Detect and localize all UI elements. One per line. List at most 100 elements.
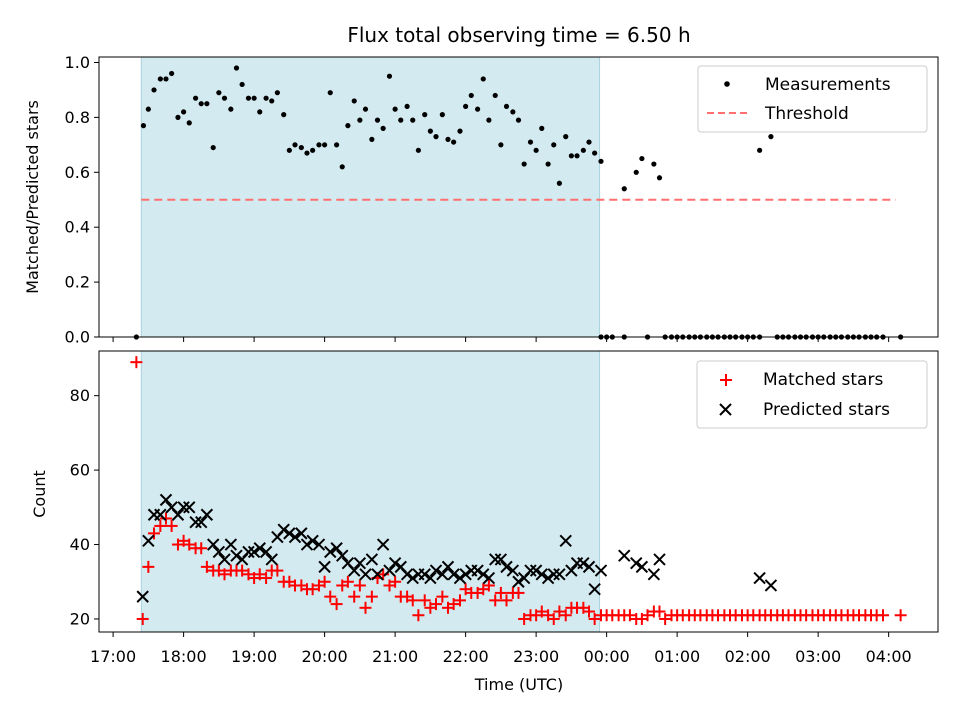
matched-star-point	[453, 594, 466, 607]
bottom-plot-frame	[98, 350, 939, 633]
legend-predicted-label: Predicted stars	[763, 400, 890, 420]
measurement-point	[539, 125, 545, 131]
x-tick-label: 20:00	[302, 647, 348, 666]
measurement-point	[492, 92, 498, 99]
predicted-star-point	[441, 560, 455, 574]
top-observing-window	[140, 56, 601, 338]
measurement-point	[633, 169, 639, 175]
measurement-point	[210, 144, 216, 151]
matched-star-point	[165, 519, 178, 532]
measurement-point	[286, 147, 292, 153]
predicted-star-point	[253, 542, 266, 555]
measurement-point	[169, 70, 175, 77]
measurement-point	[656, 175, 663, 181]
measurement-point	[175, 114, 181, 120]
top-shaded-region	[140, 56, 601, 338]
measurement-point	[574, 153, 580, 159]
legend-predicted-marker	[719, 403, 732, 416]
predicted-star-point	[630, 556, 643, 570]
legend-matched-marker	[720, 374, 732, 386]
measurement-point	[503, 103, 510, 110]
measurement-point	[533, 147, 539, 153]
measurement-point	[274, 90, 280, 96]
predicted-star-point	[383, 564, 396, 577]
measurement-point	[768, 134, 774, 140]
measurement-point	[621, 186, 627, 192]
measurement-point	[475, 106, 481, 112]
measurement-point	[545, 161, 551, 167]
predicted-star-point	[647, 568, 661, 581]
measurement-point	[398, 117, 404, 123]
predicted-star-point	[388, 556, 402, 570]
x-tick-label: 22:00	[443, 647, 489, 666]
predicted-star-point	[154, 508, 167, 521]
predicted-star-point	[582, 560, 596, 574]
measurement-point	[521, 161, 527, 167]
matched-star-point	[547, 612, 560, 625]
measurement-point	[457, 128, 463, 134]
matched-star-point	[253, 568, 266, 581]
top-plot-frame	[98, 56, 939, 338]
predicted-star-point	[577, 556, 590, 570]
measurement-point	[151, 87, 157, 93]
x-tick-label: 04:00	[866, 647, 912, 666]
predicted-star-point	[218, 553, 231, 566]
measurement-point	[580, 147, 586, 153]
measurement-point	[204, 101, 210, 107]
predicted-star-point	[277, 523, 290, 536]
predicted-star-point	[336, 549, 349, 562]
top-x-ticks	[112, 337, 890, 342]
matched-star-point	[236, 564, 249, 577]
x-tick-label: 00:00	[584, 647, 630, 666]
matched-star-point	[659, 612, 672, 625]
matched-star-point	[341, 575, 354, 588]
predicted-star-point	[547, 568, 560, 581]
top-y-tick-label: 1.0	[65, 53, 90, 72]
chart-title: Flux total observing time = 6.50 h	[347, 23, 690, 47]
matched-star-point	[195, 542, 208, 555]
measurement-point	[568, 153, 574, 159]
predicted-star-point	[207, 538, 220, 551]
predicted-star-point	[306, 534, 319, 548]
matched-star-point	[306, 583, 319, 596]
predicted-star-point	[400, 568, 414, 581]
measurement-point	[556, 180, 562, 186]
bottom-x-ticks: 17:00 18:00 19:00 20:00 21:00 22:00 23:00 00:00…	[90, 632, 912, 666]
measurement-point	[257, 109, 263, 115]
predicted-star-point	[753, 571, 766, 585]
matched-star-point	[154, 519, 167, 532]
predicted-star-point	[330, 542, 343, 555]
predicted-star-point	[348, 564, 361, 577]
predicted-star-point	[559, 534, 572, 548]
measurement-point	[322, 142, 328, 148]
x-tick-label: 23:00	[513, 647, 559, 666]
measurement-point	[463, 103, 469, 110]
predicted-star-point	[195, 515, 208, 529]
measurement-point	[357, 117, 363, 123]
top-y-tick-label: 0.2	[65, 273, 90, 292]
bottom-y-tick-label: 60	[70, 461, 90, 480]
measurement-point	[140, 123, 147, 129]
matched-star-point	[623, 609, 636, 622]
predicted-star-point	[418, 568, 431, 581]
matched-star-point	[588, 612, 601, 625]
matched-star-point	[653, 605, 666, 618]
measurement-point	[404, 103, 410, 110]
predicted-star-point	[500, 560, 513, 574]
predicted-star-point	[242, 545, 255, 559]
measurement-point	[486, 117, 492, 123]
matched-star-point	[218, 568, 231, 581]
x-tick-label: 17:00	[90, 647, 136, 666]
legend-matched-label: Matched stars	[763, 370, 883, 390]
matched-star-point	[330, 598, 343, 611]
measurement-point	[239, 81, 245, 88]
measurement-point	[392, 106, 398, 112]
matched-star-point	[553, 605, 566, 618]
measurement-point	[498, 142, 504, 148]
predicted-star-point	[541, 571, 555, 585]
measurement-point	[527, 139, 534, 145]
bottom-legend: Matched stars Predicted stars	[696, 360, 928, 429]
x-tick-label: 02:00	[725, 647, 771, 666]
predicted-star-point	[764, 579, 778, 592]
measurement-point	[216, 90, 222, 96]
